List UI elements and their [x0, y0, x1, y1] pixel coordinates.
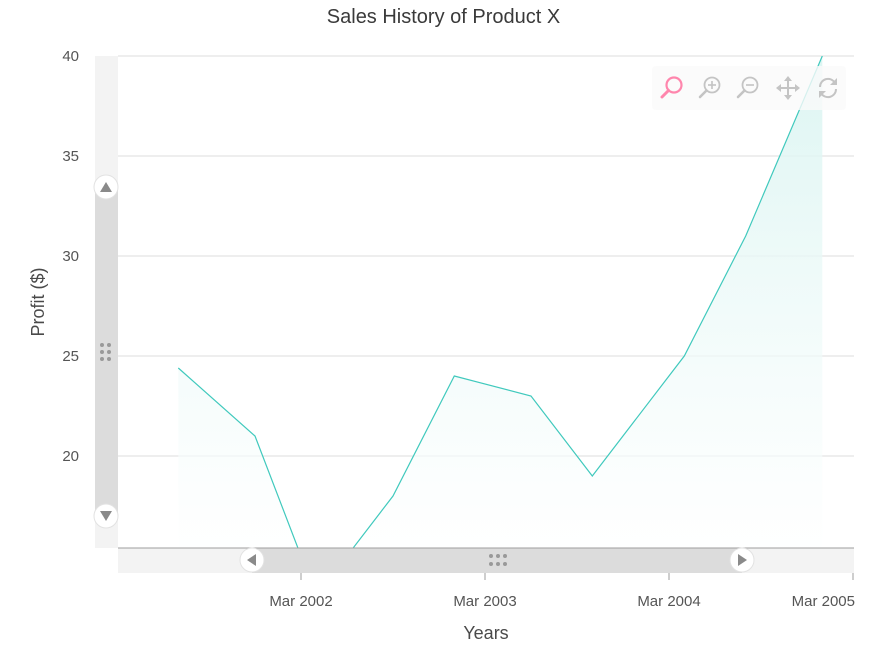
- y-axis-ticks: 20 25 30 35 40: [62, 48, 79, 465]
- x-axis-title: Years: [463, 623, 508, 643]
- y-tick-label: 40: [62, 48, 79, 65]
- zoom-out-icon[interactable]: [734, 74, 762, 102]
- grip-dots-icon: [100, 343, 111, 361]
- area-fill: [178, 56, 823, 548]
- scroll-right-handle[interactable]: [729, 547, 755, 573]
- grip-dots-icon: [489, 554, 507, 566]
- x-tick-label: Mar 2005: [792, 593, 855, 610]
- horizontal-scrollbar[interactable]: [118, 547, 854, 573]
- y-tick-label: 35: [62, 148, 79, 165]
- y-tick-label: 25: [62, 348, 79, 365]
- y-tick-label: 20: [62, 448, 79, 465]
- triangle-right-icon: [738, 554, 747, 566]
- horizontal-scroll-thumb[interactable]: [252, 548, 742, 573]
- pan-icon[interactable]: [774, 74, 802, 102]
- scroll-up-handle[interactable]: [93, 174, 119, 200]
- triangle-left-icon: [247, 554, 256, 566]
- area-series: [177, 56, 823, 548]
- y-axis-title: Profit ($): [28, 267, 48, 336]
- triangle-down-icon: [100, 511, 112, 521]
- x-tick-label: Mar 2003: [453, 593, 516, 610]
- x-tick-label: Mar 2002: [269, 593, 332, 610]
- zoom-selection-icon[interactable]: [658, 74, 686, 102]
- zoom-in-icon[interactable]: [696, 74, 724, 102]
- vertical-scroll-thumb[interactable]: [95, 187, 118, 517]
- chart-toolbar: [652, 66, 846, 110]
- y-tick-label: 30: [62, 248, 79, 265]
- chart-title: Sales History of Product X: [326, 6, 561, 28]
- scroll-down-handle[interactable]: [93, 503, 119, 529]
- x-tick-label: Mar 2004: [637, 593, 700, 610]
- scroll-left-handle[interactable]: [239, 547, 265, 573]
- x-axis-ticks: Mar 2002 Mar 2003 Mar 2004 Mar 2005: [269, 573, 855, 610]
- vertical-scrollbar[interactable]: [93, 56, 119, 548]
- reset-icon[interactable]: [814, 74, 842, 102]
- triangle-up-icon: [100, 182, 112, 192]
